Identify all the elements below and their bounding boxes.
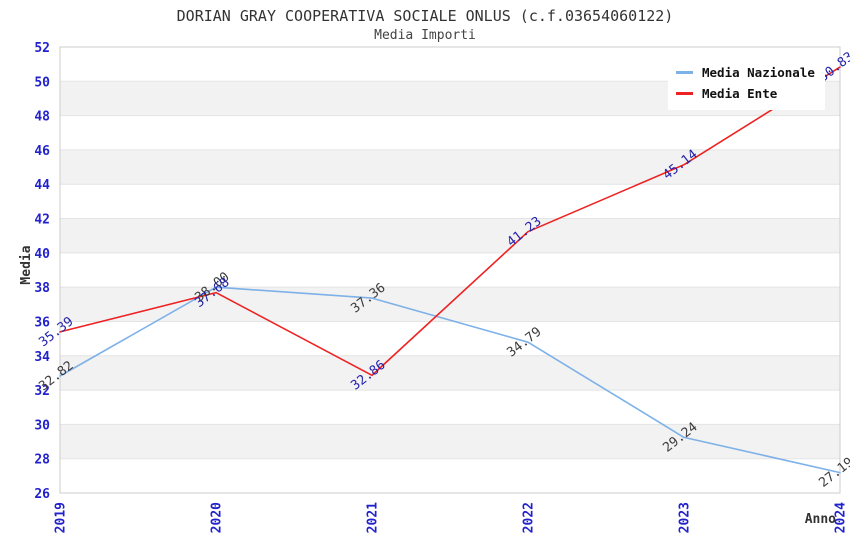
gridlines [59,46,841,494]
chart-subtitle: Media Importi [374,28,476,43]
x-tick-label: 2020 [210,502,225,533]
y-tick-label: 34 [34,350,50,365]
y-tick-label: 32 [34,384,50,399]
y-tick-label: 48 [34,110,50,125]
plot-band [60,218,840,253]
y-tick-label: 30 [34,418,50,433]
y-tick-label: 46 [34,144,50,159]
legend-item-media-ente: Media Ente [676,83,815,104]
series-line-media-ente [59,66,841,377]
legend-label-media-nazionale: Media Nazionale [702,65,815,80]
data-label-media-nazionale: 27.19 [816,455,850,491]
x-tick-label: 2021 [366,502,381,533]
y-tick-label: 28 [34,453,50,468]
y-tick-label: 38 [34,281,50,296]
legend-swatch-media-ente [676,92,693,95]
plot-band [60,424,840,459]
x-tick-label: 2024 [834,502,849,533]
y-tick-label: 42 [34,213,50,228]
x-axis-label: Anno [805,512,836,527]
y-tick-label: 40 [34,247,50,262]
plot-band [60,149,840,185]
plot-band [60,355,840,391]
chart-title: DORIAN GRAY COOPERATIVA SOCIALE ONLUS (c… [176,7,674,25]
x-tick-label: 2023 [678,502,693,533]
legend-item-media-nazionale: Media Nazionale [676,62,815,83]
y-axis-label: Media [19,245,34,284]
series-line-media-nazionale [59,286,841,474]
y-tick-label: 26 [34,487,50,502]
y-tick-label: 44 [34,178,50,193]
x-tick-label: 2019 [54,502,69,533]
legend: Media Nazionale Media Ente [668,58,825,110]
y-tick-label: 36 [34,315,50,330]
plot-border [59,46,841,494]
legend-label-media-ente: Media Ente [702,86,778,101]
x-tick-label: 2022 [522,502,537,533]
plot-bands [60,81,840,459]
data-label-media-nazionale: 34.79 [504,325,544,361]
axes: 26 28 30 32 34 36 38 40 42 44 46 48 50 52 2019 2020 2021… [34,41,848,533]
legend-swatch-media-nazionale [676,71,693,74]
series-lines [59,66,841,474]
y-tick-label: 50 [34,75,50,90]
y-tick-label: 52 [34,41,50,56]
